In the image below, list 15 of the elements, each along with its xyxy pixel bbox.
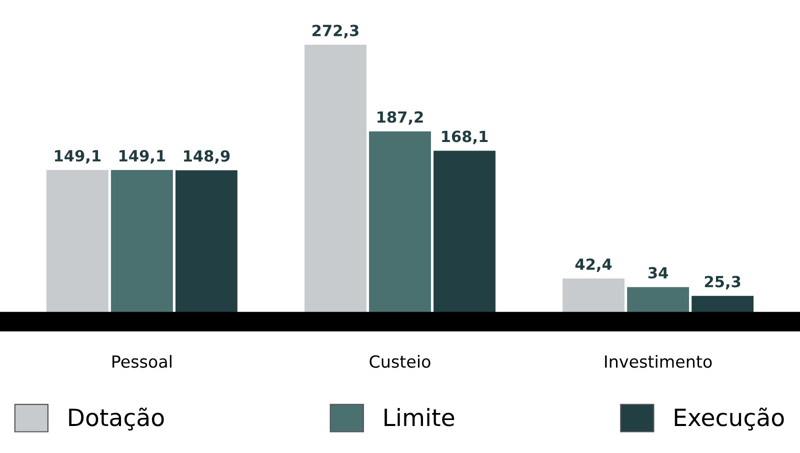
data-label: 25,3 [704,276,740,290]
data-label: 42,4 [575,258,612,272]
legend-label: Limite [384,408,454,426]
data-label: 149,1 [54,150,101,164]
data-label: 148,9 [184,150,230,164]
x-tick-label: Investimento [605,354,712,368]
legend-label: Dotação [69,408,164,431]
x-tick-label: Pessoal [112,354,172,368]
data-label: 34 [648,266,668,279]
data-label: 187,2 [378,111,423,125]
data-label: 272,3 [312,24,358,38]
data-label: 168,1 [442,130,488,144]
legend-label: Execução [674,408,784,431]
data-label: 149,1 [119,150,166,164]
x-tick-label: Custeio [370,354,430,368]
